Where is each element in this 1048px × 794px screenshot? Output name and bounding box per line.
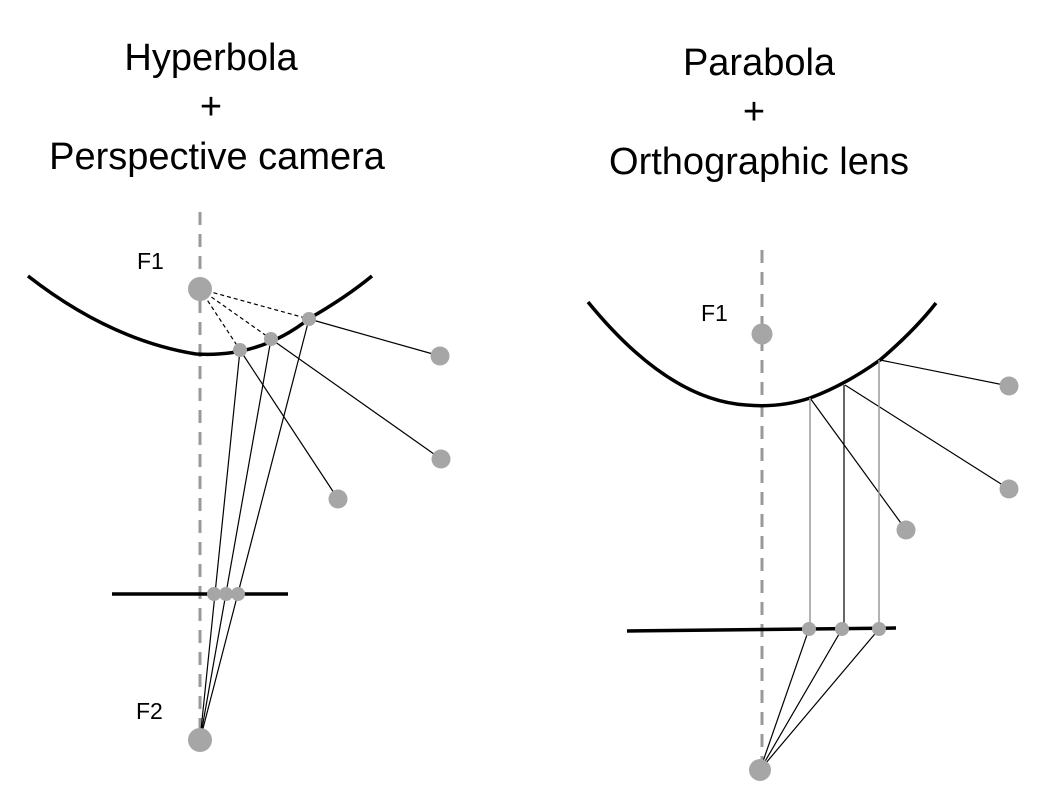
hyperbola-mirror-point-3 (302, 312, 316, 326)
hyperbola-image-point-2 (219, 587, 233, 601)
parabola-scene-ray-2 (844, 384, 1010, 490)
hyperbola-focus-f2 (188, 728, 212, 752)
lens-ray-3 (759, 628, 880, 771)
hyperbola-focus-f1 (188, 277, 212, 301)
parabola-panel: Parabola + Orthographic lens (586, 42, 1019, 781)
hyperbola-mirror-point-2 (264, 332, 278, 346)
hyperbola-image-point-3 (231, 587, 245, 601)
lens-ray-1 (759, 628, 810, 771)
parabola-image-plane (626, 626, 897, 633)
f1-ray-1 (199, 288, 241, 351)
parabola-scene-ray-1 (809, 397, 907, 531)
parabola-lens-rays (759, 628, 880, 771)
parabola-scene-rays (809, 359, 1010, 531)
parabola-image-point-1 (802, 622, 816, 636)
parabola-parallel-rays (809, 360, 880, 629)
reflected-ray-3 (199, 318, 310, 741)
parabola-image-point-2 (835, 622, 849, 636)
parabola-scene-point-2 (999, 479, 1019, 499)
hyperbola-image-point-1 (207, 587, 221, 601)
parabola-image-point-3 (872, 622, 886, 636)
hyperbola-scene-point-1 (328, 489, 348, 509)
parabola-focus-f1 (751, 323, 773, 345)
parabola-title-line1: Parabola (683, 42, 836, 84)
hyperbola-title-line2: Perspective camera (49, 136, 386, 178)
hyperbola-title-line1: Hyperbola (124, 37, 298, 79)
hyperbola-scene-point-3 (430, 346, 450, 366)
parabola-f1-label: F1 (701, 300, 728, 326)
scene-ray-3 (308, 318, 441, 357)
parabola-scene-point-3 (999, 376, 1019, 396)
hyperbola-title-plus: + (200, 86, 222, 128)
f1-ray-3 (199, 288, 310, 320)
hyperbola-reflected-rays (199, 318, 310, 741)
hyperbola-f2-label: F2 (136, 698, 163, 724)
parabolic-mirror (586, 300, 938, 408)
hyperbola-f1-label: F1 (137, 248, 164, 274)
hyperbolic-mirror (26, 274, 374, 357)
parabola-title-plus: + (743, 91, 765, 133)
scene-ray-2 (270, 338, 442, 460)
reflected-ray-1 (199, 349, 241, 741)
parabola-scene-ray-3 (879, 359, 1010, 387)
reflected-ray-2 (199, 338, 272, 741)
lens-ray-2 (759, 628, 843, 771)
scene-ray-1 (239, 349, 339, 500)
hyperbola-mirror-point-1 (233, 343, 247, 357)
parabola-scene-point-1 (896, 520, 916, 540)
parabola-title-line2: Orthographic lens (609, 141, 909, 183)
f1-ray-2 (199, 288, 272, 340)
hyperbola-scene-point-2 (431, 449, 451, 469)
hyperbola-f1-rays (199, 288, 310, 351)
parabola-lens-center (749, 759, 771, 781)
hyperbola-panel: Hyperbola + Perspective camera (26, 37, 451, 752)
hyperbola-scene-rays (239, 318, 442, 500)
